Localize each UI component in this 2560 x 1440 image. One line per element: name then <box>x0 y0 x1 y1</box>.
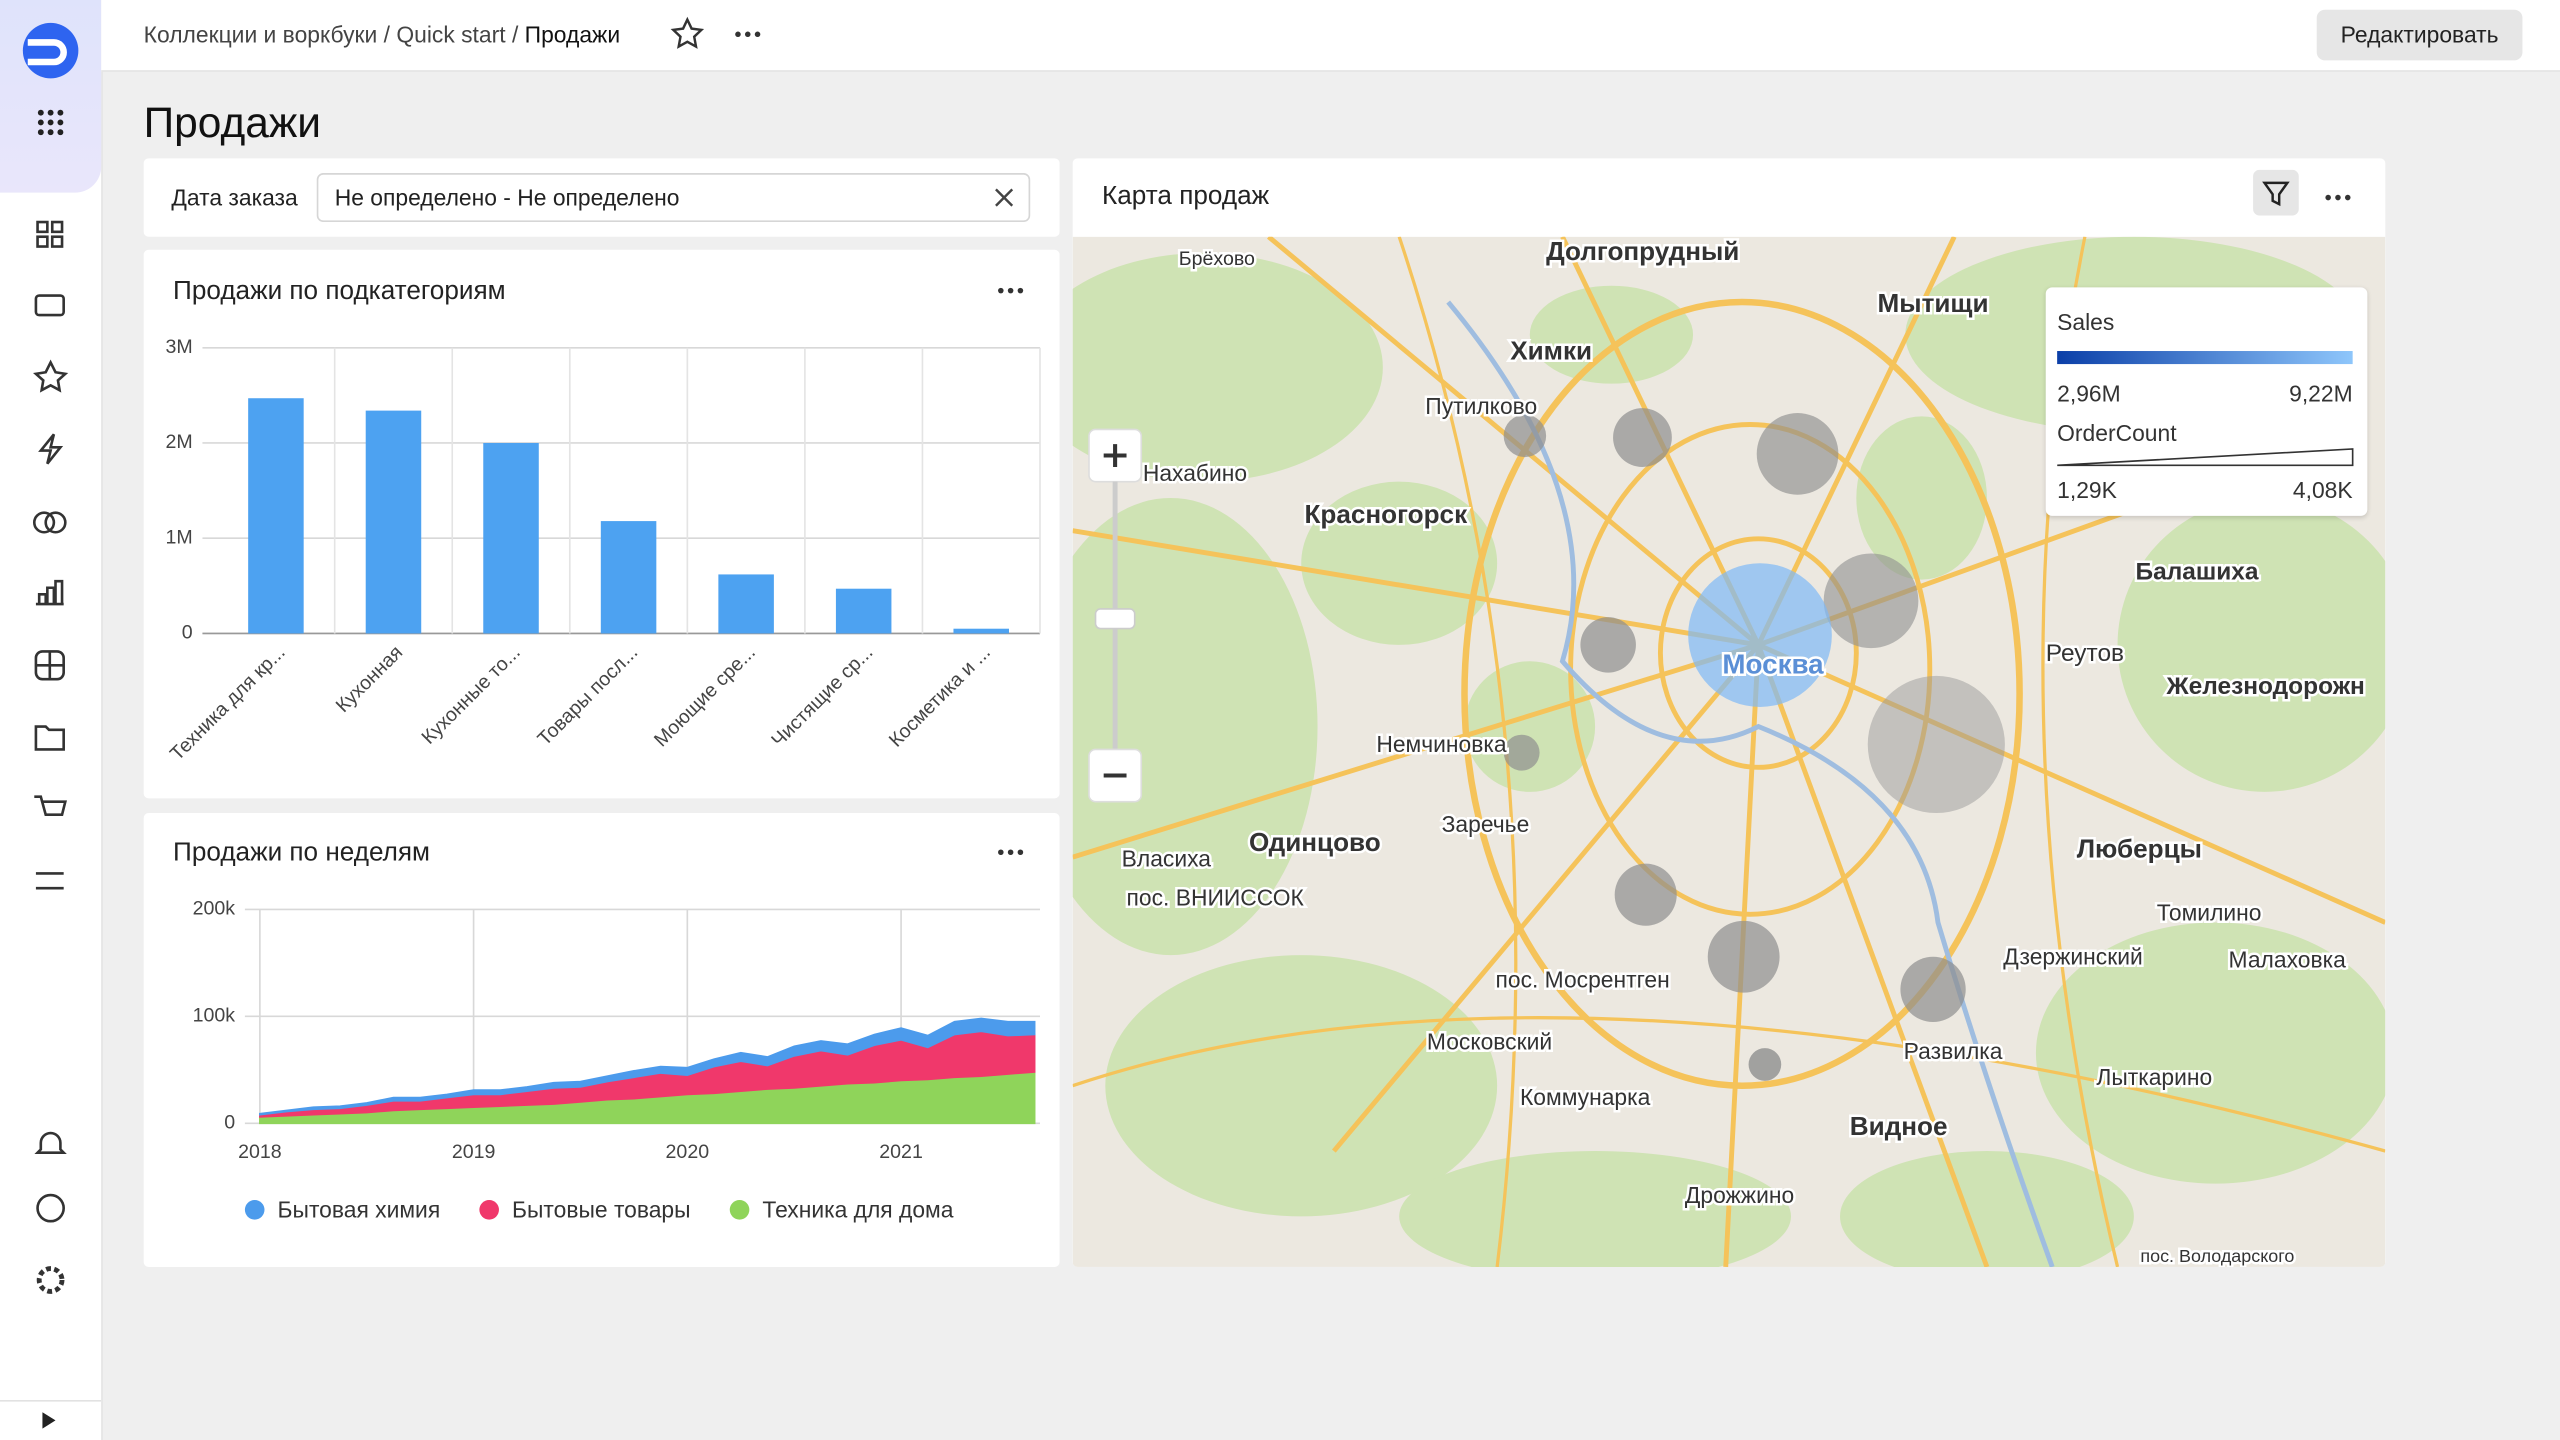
place-label: Дрожжино <box>1685 1182 1794 1208</box>
logo <box>22 22 79 79</box>
apps-icon[interactable] <box>37 109 64 136</box>
place-label: пос. ВНИИССОК <box>1127 885 1305 911</box>
filter-input[interactable]: Не определено - Не определено <box>316 173 1031 223</box>
place-label: Путилково <box>1425 393 1537 419</box>
nav-icon[interactable] <box>35 579 64 606</box>
legend-max: 4,08K <box>2292 476 2353 503</box>
breadcrumbs: Коллекции и воркбуки / Quick start / Про… <box>144 21 620 47</box>
place-label: Томилино <box>2157 899 2262 925</box>
map-bubbles <box>1503 408 2005 1081</box>
legend-max: 9,22M <box>2289 380 2353 407</box>
legend-min: 1,29K <box>2057 476 2117 503</box>
place-label: Коммунарка <box>1520 1084 1651 1110</box>
logo-mark <box>27 39 67 66</box>
help-icon[interactable] <box>36 1193 65 1223</box>
area-widget: Продажи по неделям <box>143 813 1060 1267</box>
nav-icon[interactable] <box>33 359 69 393</box>
sidebar-icons <box>0 22 102 1429</box>
settings-icon[interactable] <box>36 1266 65 1294</box>
place-label: Заречье <box>1442 811 1530 837</box>
breadcrumb[interactable]: Продажи <box>524 21 621 48</box>
sidebar <box>0 0 103 1440</box>
place-label: Развилка <box>1904 1038 2003 1064</box>
map-river <box>1446 300 2055 1267</box>
filter-label: Дата заказа <box>171 184 298 211</box>
zoom-control <box>1088 428 1143 803</box>
legend-min: 2,96M <box>2057 380 2121 407</box>
place-label: Железнодорожн <box>2166 673 2365 700</box>
legend-title: Sales <box>2057 308 2115 335</box>
place-label: Красногорск <box>1304 499 1468 529</box>
header-icons <box>670 16 761 49</box>
nav-icon[interactable] <box>35 872 64 890</box>
nav-icon[interactable] <box>32 511 67 534</box>
breadcrumb[interactable]: Коллекции и воркбуки <box>143 21 378 48</box>
place-label: Видное <box>1850 1111 1948 1141</box>
filter-icon <box>2262 181 2290 207</box>
page-title: Продажи <box>143 97 321 147</box>
header: Коллекции и воркбуки / Quick start / Про… <box>101 0 2560 72</box>
filter-button[interactable] <box>2253 169 2299 216</box>
nav-icon[interactable] <box>34 795 67 816</box>
place-label: Лыткарино <box>2096 1064 2212 1090</box>
color-scale <box>2057 351 2353 365</box>
notifications-icon[interactable] <box>34 1131 67 1154</box>
legend-title: OrderCount <box>2057 419 2177 446</box>
map-widget: Карта продаж <box>1072 158 2386 1267</box>
size-scale <box>2057 448 2354 467</box>
expand-icon[interactable] <box>42 1412 56 1429</box>
map[interactable]: Брёхово Долгопрудный Мытищи Химки Путилково Н… <box>1072 236 2386 1267</box>
place-label: Нахабино <box>1143 460 1247 486</box>
place-label: пос. Мосрентген <box>1496 966 1670 992</box>
filter-widget: Дата заказа Не определено - Не определен… <box>143 158 1060 237</box>
map-roads <box>1072 236 2386 1267</box>
place-label: пос. Володарского <box>2140 1246 2294 1266</box>
more-icon[interactable] <box>2325 194 2351 201</box>
widget-title: Продажи по неделям <box>173 839 430 867</box>
separator: / <box>511 21 519 48</box>
separator: / <box>383 21 390 48</box>
place-label: Немчиновка <box>1376 731 1507 757</box>
nav-icon[interactable] <box>34 725 65 751</box>
more-icon[interactable] <box>735 31 761 38</box>
map-legend: Sales 2,96M 9,22M OrderCount 1,29K 4,08K <box>2045 287 2368 516</box>
place-label: Брёхово <box>1179 248 1255 270</box>
favorite-icon[interactable] <box>670 16 705 49</box>
place-label: Москва <box>1722 648 1824 679</box>
clear-icon[interactable] <box>994 188 1014 208</box>
breadcrumb[interactable]: Quick start <box>396 21 506 48</box>
filter-value: Не определено - Не определено <box>334 184 680 211</box>
place-label: Одинцово <box>1249 827 1381 857</box>
nav-icon[interactable] <box>36 220 64 248</box>
place-label: Московский <box>1427 1028 1552 1054</box>
place-label: Долгопрудный <box>1546 237 1739 266</box>
place-label: Балашиха <box>2136 559 2259 586</box>
more-icon[interactable] <box>996 282 1029 298</box>
widget-title: Карта продаж <box>1102 182 1270 211</box>
place-label: Химки <box>1510 336 1592 366</box>
bar-widget: Продажи по подкатегориям <box>143 249 1060 799</box>
nav-icon[interactable] <box>34 650 65 681</box>
place-label: Дзержинский <box>2003 943 2142 969</box>
place-label: Мытищи <box>1878 288 1989 318</box>
place-label: Власиха <box>1122 845 1212 871</box>
nav-icon[interactable] <box>34 294 65 317</box>
nav-icon[interactable] <box>38 433 64 465</box>
map-labels: Брёхово Долгопрудный Мытищи Химки Путилково Н… <box>1119 237 2367 1267</box>
place-label: Реутов <box>2046 640 2124 667</box>
map-tools <box>2253 169 2351 216</box>
more-icon[interactable] <box>996 844 1029 860</box>
edit-button[interactable]: Редактировать <box>2316 9 2523 61</box>
zoom-handle[interactable] <box>1094 608 1136 630</box>
widget-title: Продажи по подкатегориям <box>173 277 506 306</box>
place-label: Люберцы <box>2077 834 2202 864</box>
place-label: Малаховка <box>2229 947 2347 973</box>
